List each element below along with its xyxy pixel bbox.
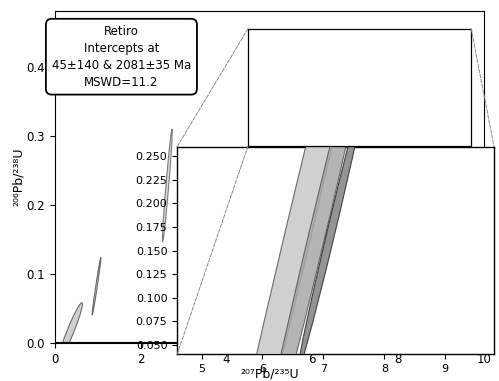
- Ellipse shape: [247, 0, 388, 381]
- Ellipse shape: [59, 303, 82, 358]
- Y-axis label: ²⁰⁶Pb/²³⁸U: ²⁰⁶Pb/²³⁸U: [12, 148, 25, 207]
- Ellipse shape: [193, 0, 399, 381]
- Ellipse shape: [297, 78, 368, 373]
- X-axis label: ²⁰⁷Pb/²³⁵U: ²⁰⁷Pb/²³⁵U: [240, 367, 299, 380]
- Text: Retiro
Intercepts at
45±140 & 2081±35 Ma
MSWD=11.2: Retiro Intercepts at 45±140 & 2081±35 Ma…: [52, 25, 191, 89]
- Ellipse shape: [162, 129, 172, 242]
- Ellipse shape: [92, 258, 101, 315]
